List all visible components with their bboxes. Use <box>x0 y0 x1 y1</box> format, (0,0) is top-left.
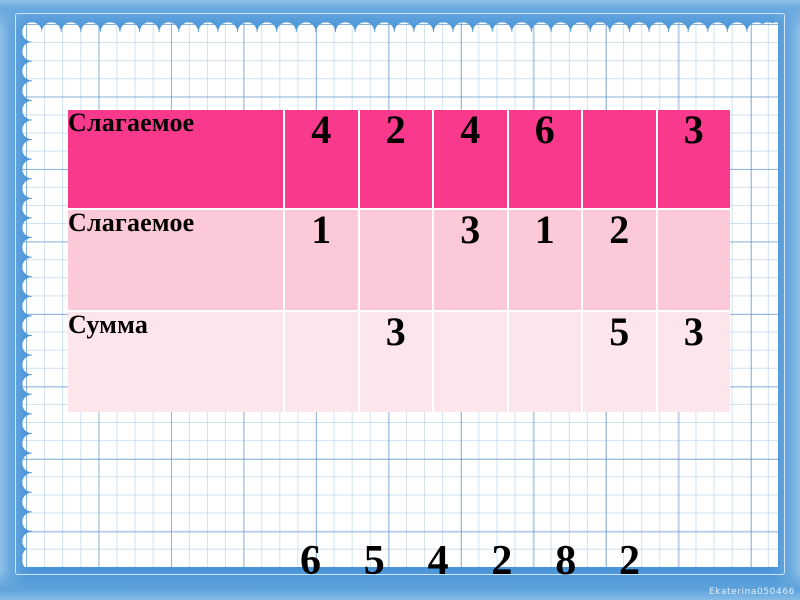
table-row-addend-2: Слагаемое 1 3 1 2 <box>68 210 730 312</box>
cell-r2c5[interactable]: 2 <box>583 210 658 312</box>
cell-r1c3[interactable]: 4 <box>434 110 509 210</box>
cell-r1c2[interactable]: 2 <box>359 110 434 210</box>
cell-r2c4[interactable]: 1 <box>508 210 583 312</box>
cell-r1c4[interactable]: 6 <box>508 110 583 210</box>
answer-number-2[interactable]: 5 <box>363 538 385 584</box>
table-row-sum: Сумма 3 5 3 <box>68 312 730 412</box>
cell-r1c6[interactable]: 3 <box>657 110 730 210</box>
row-label-addend-1: Слагаемое <box>68 110 285 210</box>
table-row-addend-1: Слагаемое 4 2 4 6 3 <box>68 110 730 210</box>
cell-r3c5[interactable]: 5 <box>583 312 658 412</box>
cell-r1c5[interactable] <box>583 110 658 210</box>
cell-r3c1[interactable] <box>285 312 360 412</box>
cell-r2c1[interactable]: 1 <box>285 210 360 312</box>
cell-r3c3[interactable] <box>434 312 509 412</box>
author-watermark: Ekaterina050466 <box>708 587 795 597</box>
cell-r3c6[interactable]: 3 <box>657 312 730 412</box>
cell-r3c4[interactable] <box>508 312 583 412</box>
cell-r2c2[interactable] <box>359 210 434 312</box>
row-label-sum: Сумма <box>68 312 285 412</box>
frame-hairline-border <box>15 13 785 575</box>
answer-number-3[interactable]: 4 <box>427 538 449 584</box>
answer-number-6[interactable]: 2 <box>618 538 640 584</box>
cell-r2c3[interactable]: 3 <box>434 210 509 312</box>
answer-number-bank: 6 5 4 2 8 2 <box>300 540 640 582</box>
cell-r2c6[interactable] <box>657 210 730 312</box>
answer-number-4[interactable]: 2 <box>491 538 513 584</box>
addition-table: Слагаемое 4 2 4 6 3 Слагаемое 1 3 1 2 Су… <box>68 110 730 412</box>
cell-r1c1[interactable]: 4 <box>285 110 360 210</box>
row-label-addend-2: Слагаемое <box>68 210 285 312</box>
answer-number-1[interactable]: 6 <box>300 538 321 584</box>
answer-number-5[interactable]: 8 <box>555 538 577 584</box>
cell-r3c2[interactable]: 3 <box>359 312 434 412</box>
